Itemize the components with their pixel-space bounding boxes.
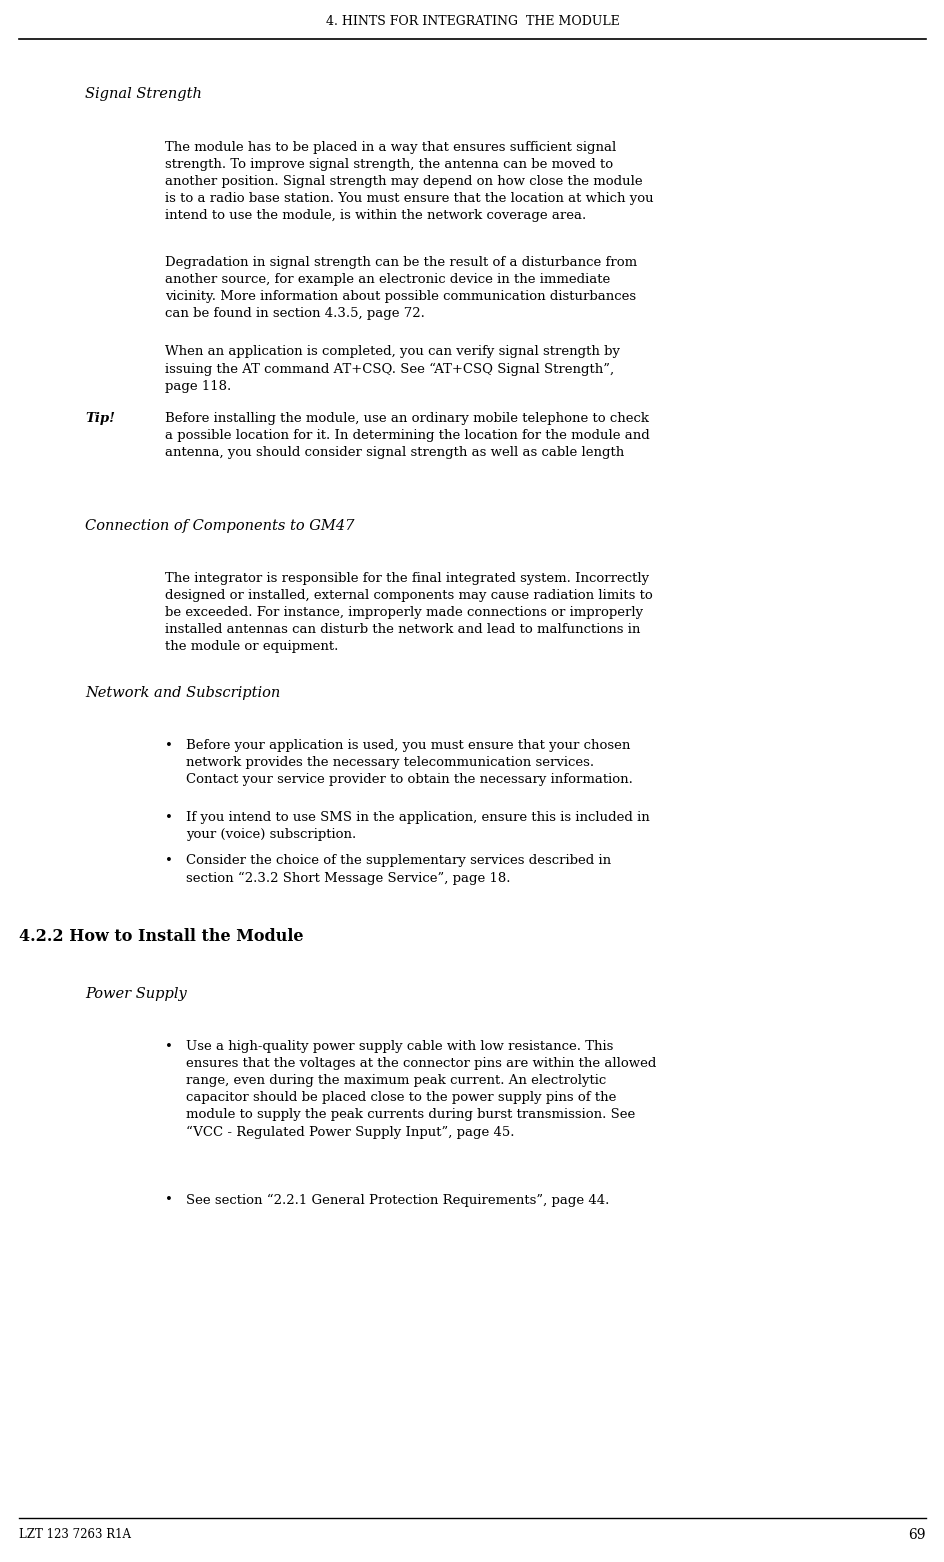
Text: Use a high-quality power supply cable with low resistance. This
ensures that the: Use a high-quality power supply cable wi… xyxy=(186,1040,656,1139)
Text: If you intend to use SMS in the application, ensure this is included in
your (vo: If you intend to use SMS in the applicat… xyxy=(186,811,649,840)
Text: •: • xyxy=(165,811,173,823)
Text: Before installing the module, use an ordinary mobile telephone to check
a possib: Before installing the module, use an ord… xyxy=(165,412,649,459)
Text: Degradation in signal strength can be the result of a disturbance from
another s: Degradation in signal strength can be th… xyxy=(165,256,637,320)
Text: 69: 69 xyxy=(907,1528,925,1542)
Text: •: • xyxy=(165,854,173,867)
Text: •: • xyxy=(165,1193,173,1206)
Text: Signal Strength: Signal Strength xyxy=(85,87,202,102)
Text: 4. HINTS FOR INTEGRATING  THE MODULE: 4. HINTS FOR INTEGRATING THE MODULE xyxy=(326,16,618,28)
Text: •: • xyxy=(165,1040,173,1053)
Text: Tip!: Tip! xyxy=(85,412,115,425)
Text: When an application is completed, you can verify signal strength by
issuing the : When an application is completed, you ca… xyxy=(165,345,619,392)
Text: See section “2.2.1 General Protection Requirements”, page 44.: See section “2.2.1 General Protection Re… xyxy=(186,1193,609,1206)
Text: Connection of Components to GM47: Connection of Components to GM47 xyxy=(85,519,354,533)
Text: Network and Subscription: Network and Subscription xyxy=(85,686,280,700)
Text: •: • xyxy=(165,739,173,751)
Text: 4.2.2 How to Install the Module: 4.2.2 How to Install the Module xyxy=(19,928,303,945)
Text: The integrator is responsible for the final integrated system. Incorrectly
desig: The integrator is responsible for the fi… xyxy=(165,572,652,653)
Text: Consider the choice of the supplementary services described in
section “2.3.2 Sh: Consider the choice of the supplementary… xyxy=(186,854,611,884)
Text: The module has to be placed in a way that ensures sufficient signal
strength. To: The module has to be placed in a way tha… xyxy=(165,141,653,222)
Text: Before your application is used, you must ensure that your chosen
network provid: Before your application is used, you mus… xyxy=(186,739,632,786)
Text: Power Supply: Power Supply xyxy=(85,987,187,1001)
Text: LZT 123 7263 R1A: LZT 123 7263 R1A xyxy=(19,1528,131,1540)
